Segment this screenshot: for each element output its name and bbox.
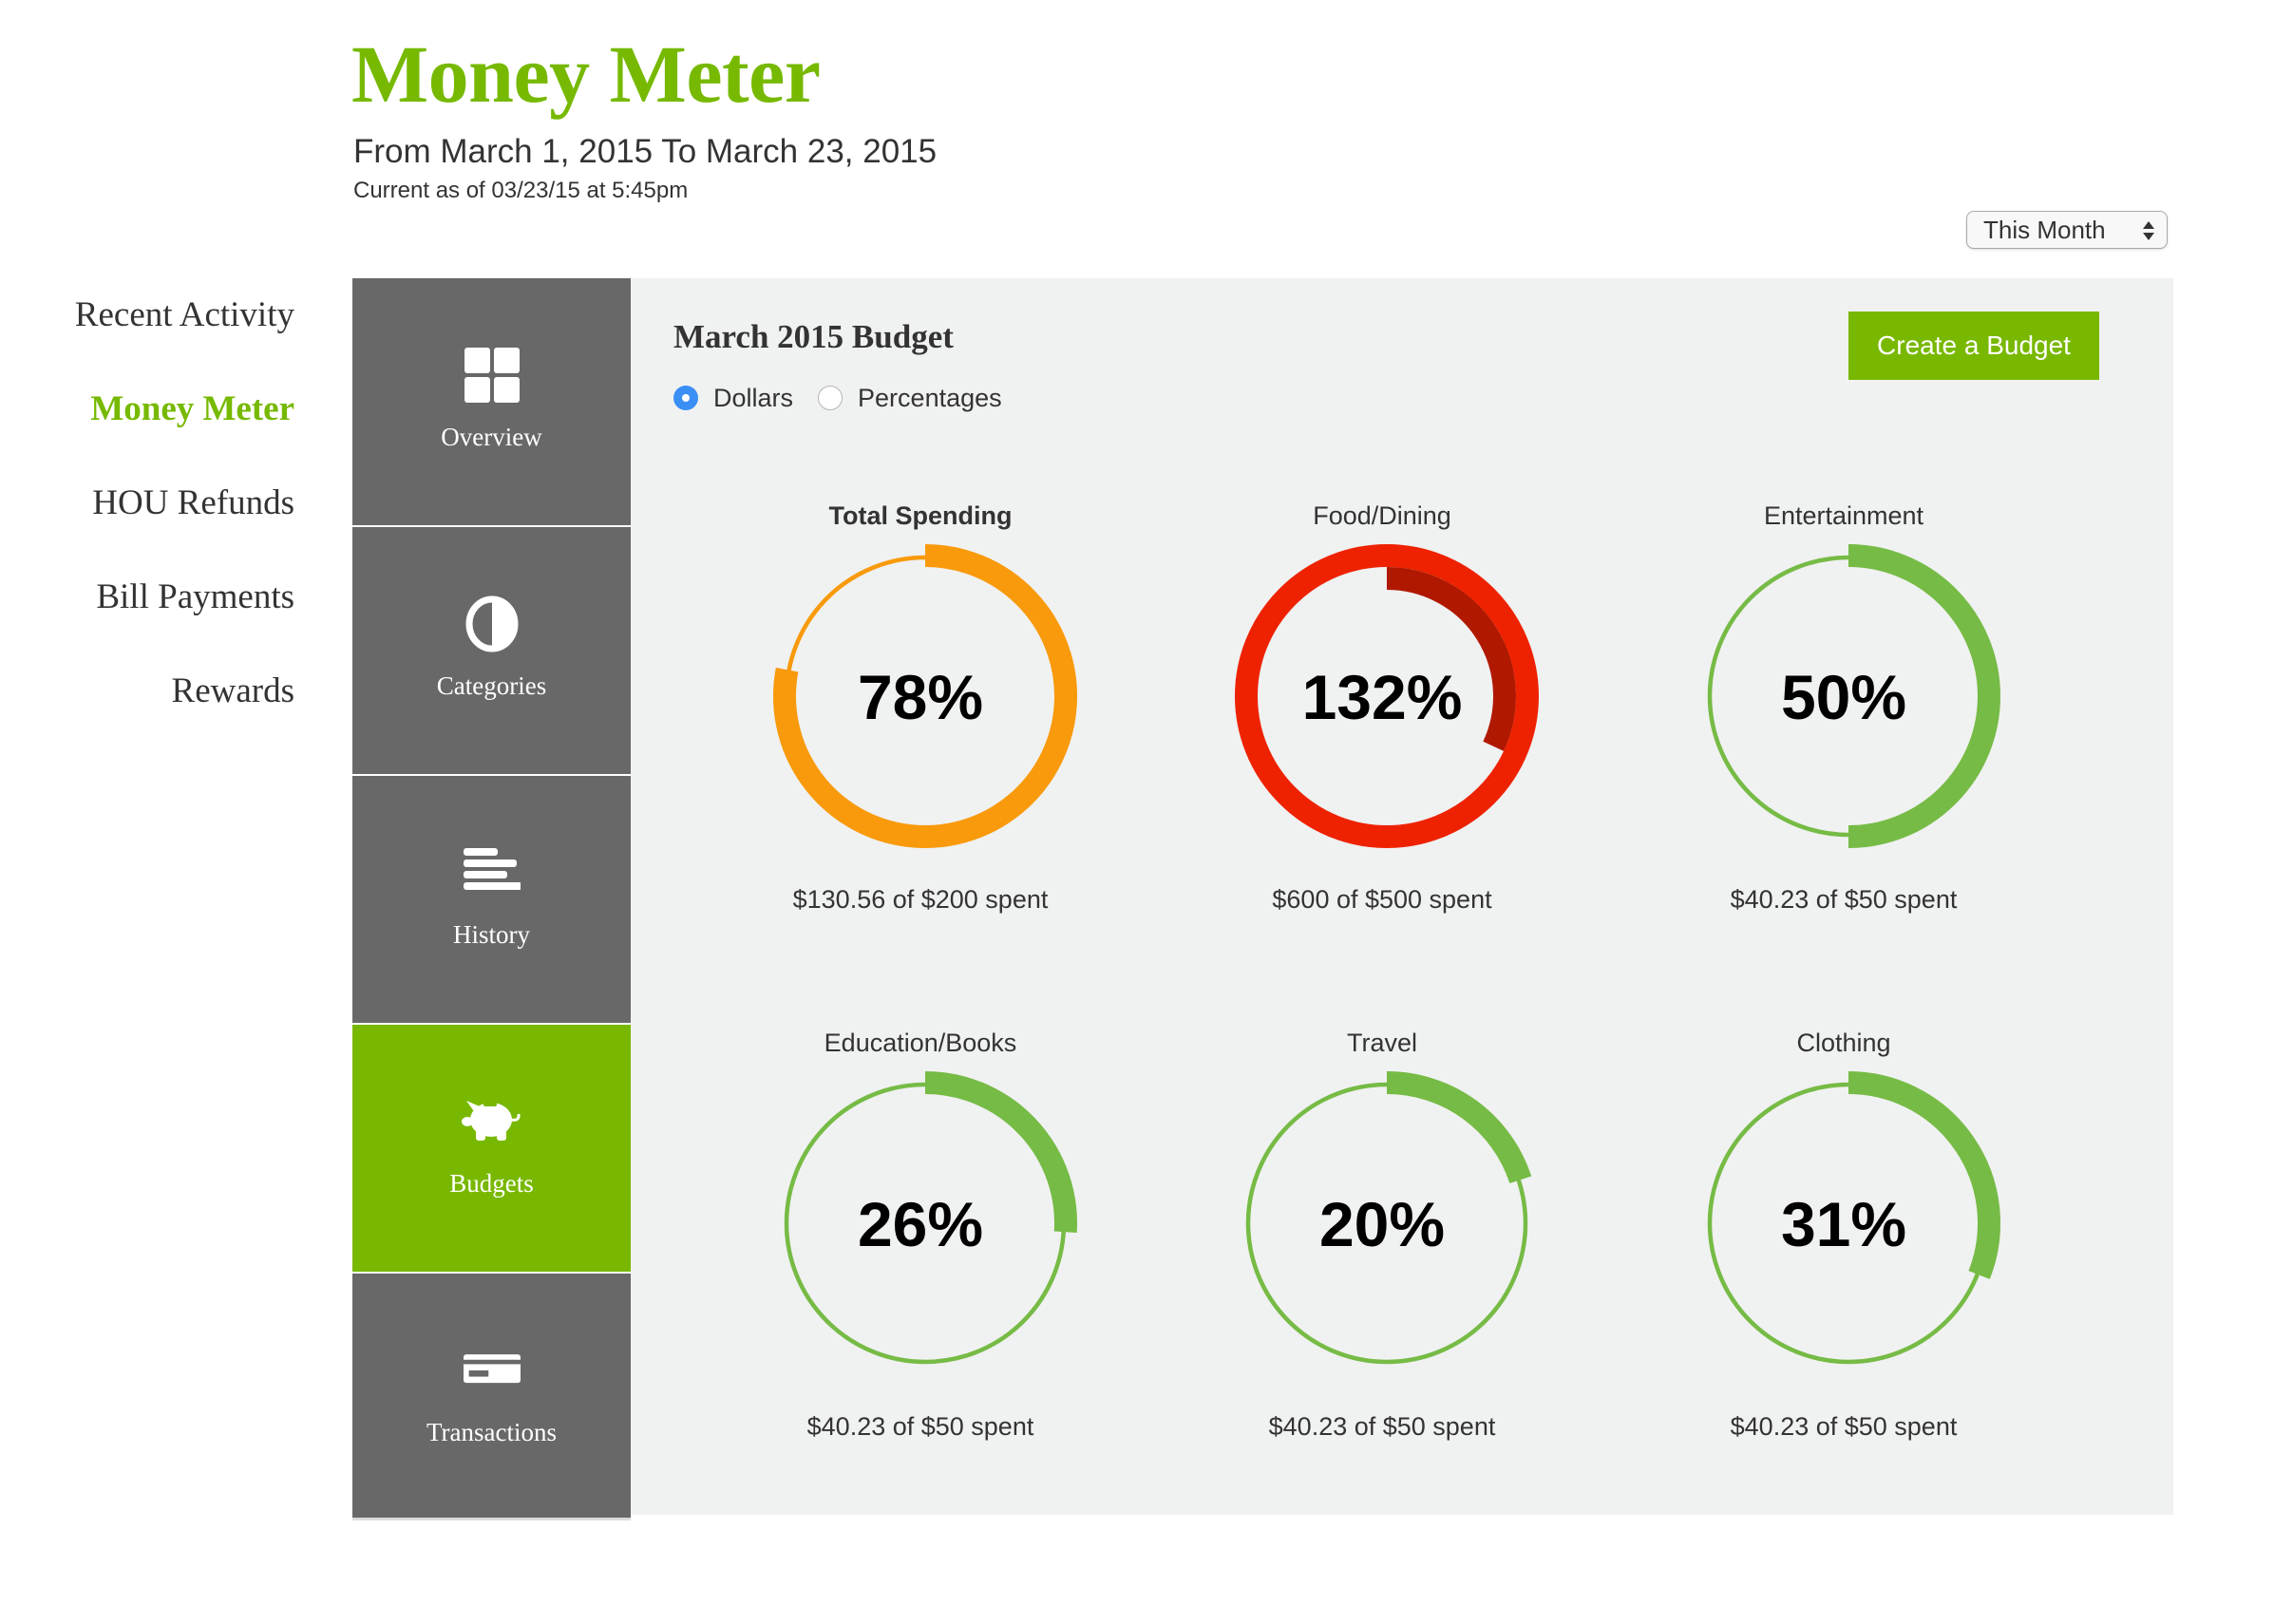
gauge-ring [1245, 1071, 1532, 1365]
left-nav: Recent Activity Money Meter HOU Refunds … [0, 294, 294, 765]
gauge-amount: $40.23 of $50 spent [806, 1412, 1034, 1441]
gauge-amount: $600 of $500 spent [1272, 885, 1492, 914]
radio-percentages[interactable]: Percentages [818, 384, 1002, 413]
gauge-percent: 20% [1318, 1189, 1446, 1259]
select-updown-arrows-icon [2143, 221, 2154, 240]
tile-label: Categories [436, 671, 547, 700]
radio-selected-icon[interactable] [673, 386, 698, 410]
grid-icon [464, 348, 520, 403]
gauge-percent: 78% [857, 662, 984, 732]
tile-categories[interactable]: Categories [352, 527, 631, 774]
tile-label: Transactions [426, 1418, 557, 1446]
gauge-label: Entertainment [1763, 501, 1924, 530]
gauge-amount: $130.56 of $200 spent [792, 885, 1049, 914]
budget-title: March 2015 Budget [673, 318, 954, 355]
gauge-amount: $40.23 of $50 spent [1730, 885, 1958, 914]
gauge-percent: 31% [1780, 1189, 1907, 1259]
gauge-ring [1707, 1071, 2000, 1365]
period-select-value: This Month [1983, 216, 2106, 244]
nav-item-money-meter[interactable]: Money Meter [90, 389, 294, 428]
date-range: From March 1, 2015 To March 23, 2015 [353, 133, 938, 170]
bars-list-icon [463, 848, 521, 890]
gauge-amount: $40.23 of $50 spent [1730, 1412, 1958, 1441]
half-circle-icon [465, 595, 518, 652]
tile-label: History [453, 920, 530, 949]
gauge-percent: 132% [1301, 662, 1463, 732]
gauge-amount: $40.23 of $50 spent [1268, 1412, 1496, 1441]
last-updated: Current as of 03/23/15 at 5:45pm [353, 178, 689, 203]
gauge-percent: 50% [1780, 662, 1907, 732]
nav-item-bill-payments[interactable]: Bill Payments [96, 577, 294, 616]
nav-item-hou-refunds[interactable]: HOU Refunds [92, 483, 294, 522]
radio-unselected-icon[interactable] [818, 386, 843, 410]
gauge-label: Clothing [1796, 1029, 1891, 1057]
tile-label: Budgets [449, 1169, 534, 1198]
radio-label: Dollars [713, 383, 794, 412]
gauge-label: Travel [1346, 1029, 1417, 1057]
gauge-label: Food/Dining [1313, 501, 1451, 530]
page-title: Money Meter [351, 28, 821, 120]
gauge-label: Total Spending [828, 501, 1013, 530]
gauge-ring [773, 544, 1077, 848]
piggy-bank-icon [461, 1101, 521, 1141]
nav-item-recent-activity[interactable]: Recent Activity [74, 295, 294, 334]
section-tiles: Overview Categories History Budgets [352, 278, 631, 1520]
radio-dollars[interactable]: Dollars [673, 384, 793, 413]
gauge-ring [784, 1071, 1077, 1365]
tile-label: Overview [441, 423, 542, 451]
gauge-label: Education/Books [824, 1029, 1017, 1057]
gauge-ring [1707, 544, 2000, 848]
radio-label: Percentages [858, 383, 1002, 412]
credit-card-icon [463, 1354, 521, 1384]
tile-history[interactable]: History [352, 776, 631, 1023]
tile-budgets[interactable]: Budgets [352, 1025, 631, 1272]
display-mode-radio-group: Dollars Percentages [673, 381, 1027, 415]
nav-item-rewards[interactable]: Rewards [171, 671, 294, 710]
gauge-percent: 26% [857, 1189, 984, 1259]
tile-overview[interactable]: Overview [352, 278, 631, 525]
period-select[interactable]: This Month [1966, 211, 2168, 249]
budget-panel: March 2015 Budget Dollars Percentages Cr… [631, 278, 2173, 1515]
gauge-ring [1235, 544, 1539, 848]
tile-transactions[interactable]: Transactions [352, 1274, 631, 1518]
create-budget-button[interactable]: Create a Budget [1848, 312, 2099, 380]
